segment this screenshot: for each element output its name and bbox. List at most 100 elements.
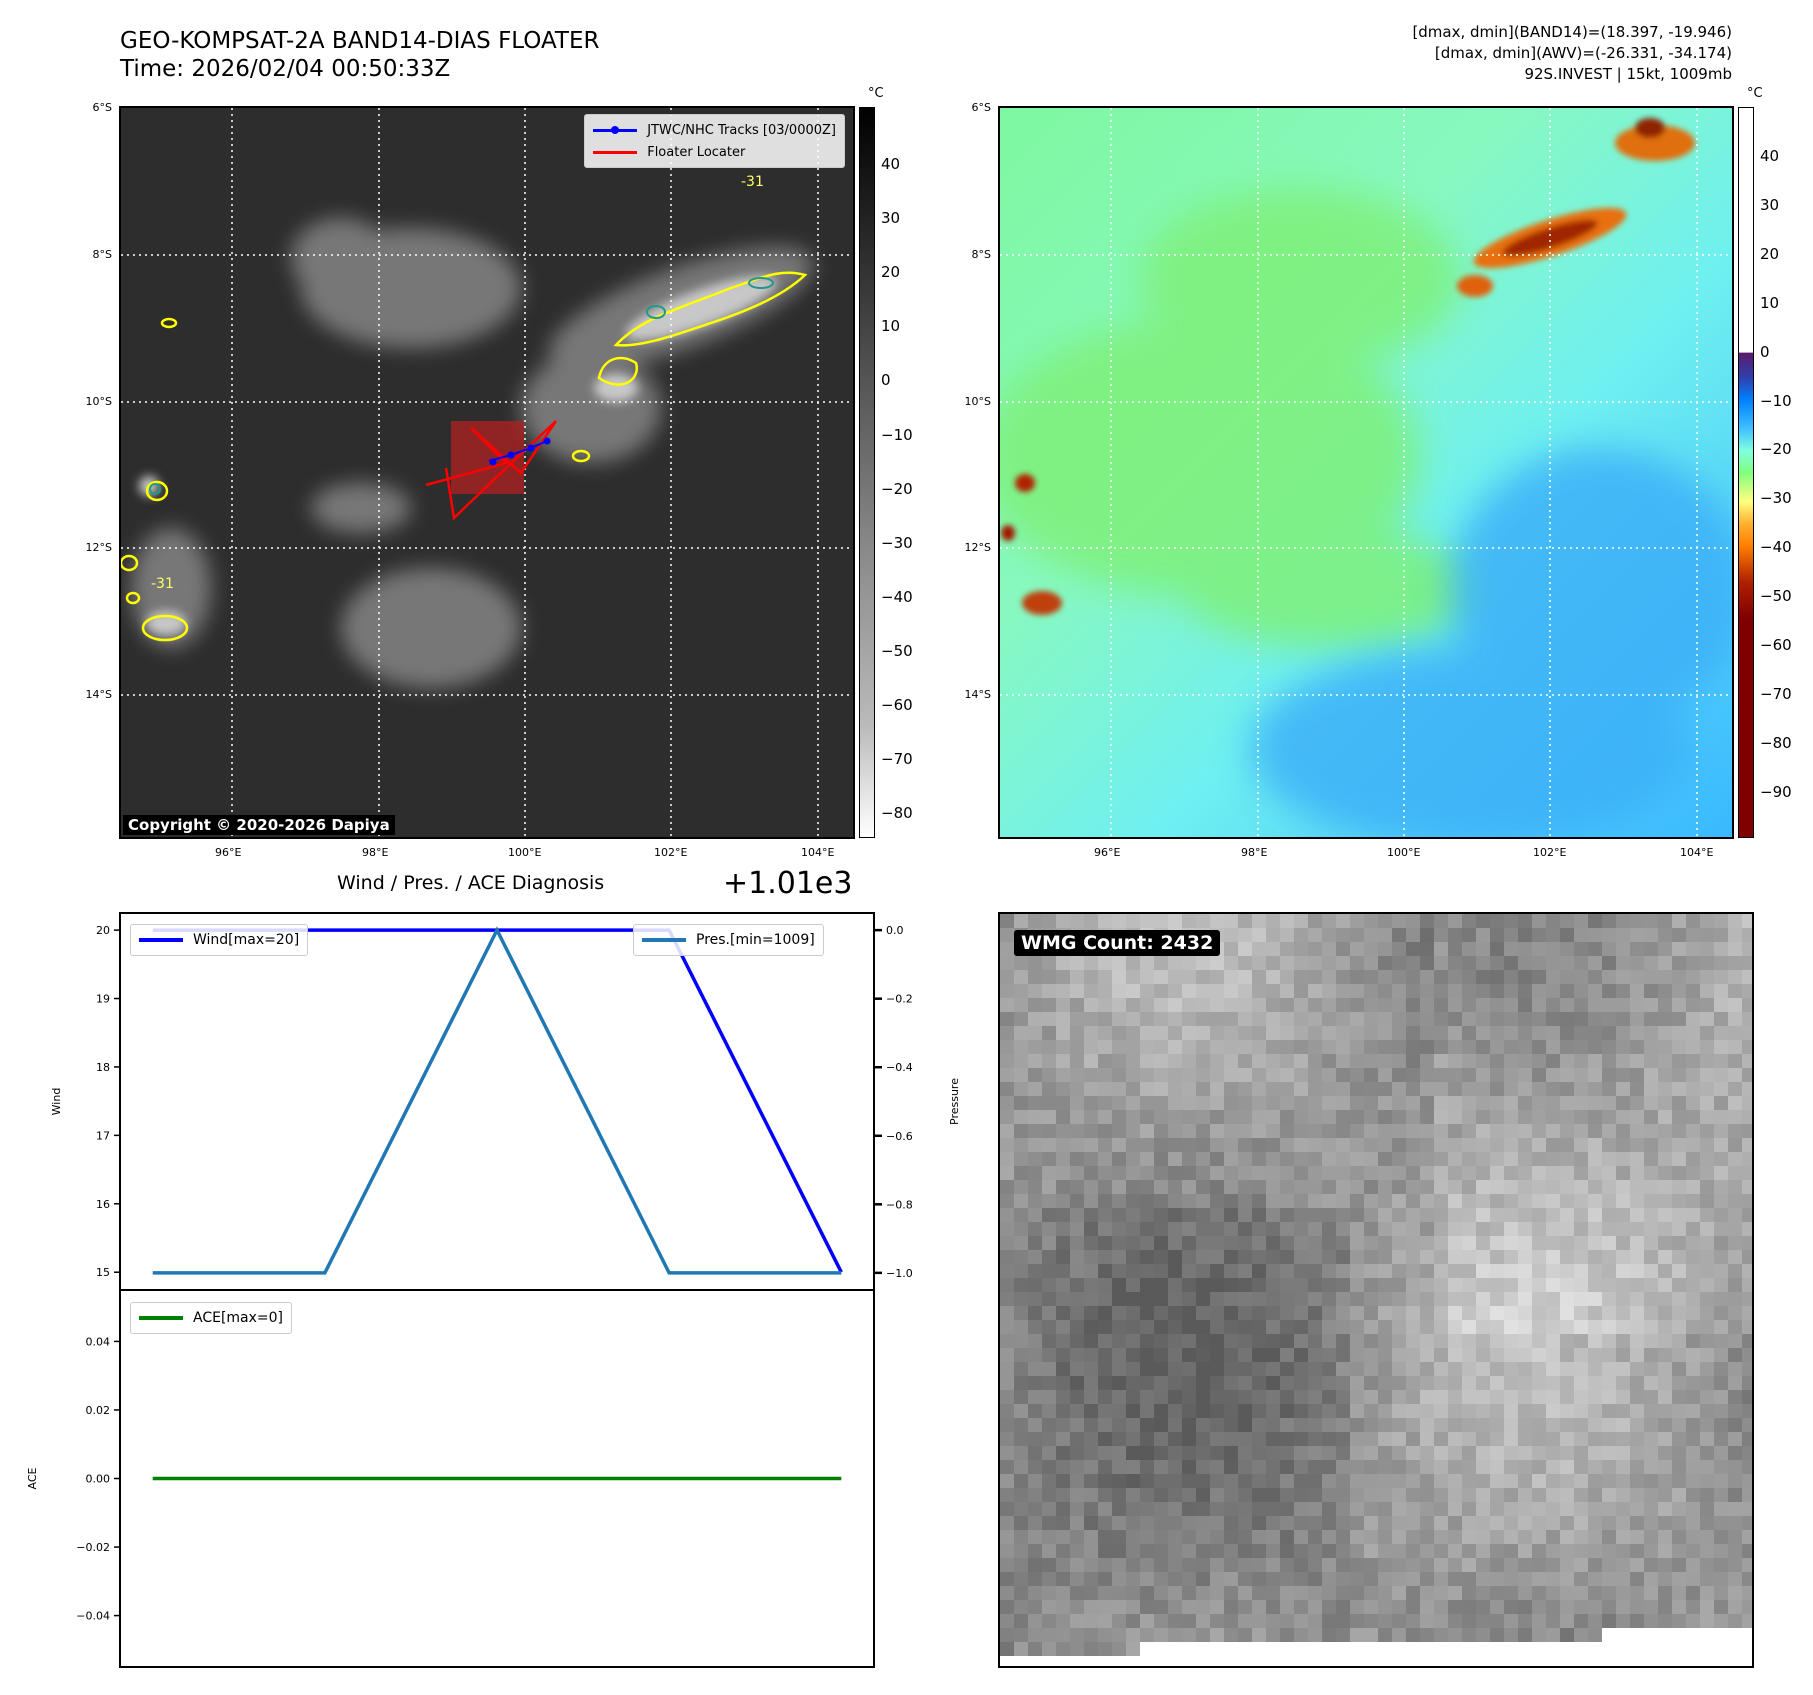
ace-legend-label: ACE[max=0] (193, 1310, 284, 1326)
lat-tick-label: 10°S (964, 395, 991, 408)
ace-legend-icon (139, 1316, 183, 1320)
y-tick-label: 0.00 (86, 1473, 111, 1486)
contour-label: -31 (151, 576, 174, 592)
map-legend: JTWC/NHC Tracks [03/0000Z] Floater Locat… (584, 114, 845, 168)
lat-tick-label: 8°S (971, 248, 991, 261)
track-points (489, 437, 551, 466)
series-line-pres (152, 926, 842, 1275)
lon-tick-label: 102°E (1533, 846, 1567, 859)
y-tick-label: 0.02 (86, 1404, 111, 1417)
lon-tick-label: 100°E (1387, 846, 1421, 859)
lat-tick-label: 6°S (971, 101, 991, 114)
plot-frame (119, 912, 875, 1291)
legend-floater: Floater Locater (647, 144, 746, 160)
info-awv: [dmax, dmin](AWV)=(-26.331, -34.174) (1434, 44, 1732, 62)
colorbar-tick-label: −70 (1760, 684, 1792, 703)
colorbar-tick-label: 10 (1760, 293, 1780, 312)
figure-time: Time: 2026/02/04 00:50:33Z (120, 56, 451, 82)
contour-label: -31 (741, 174, 764, 190)
colorbar-tick-label: 20 (1760, 244, 1780, 263)
lon-tick-label: 104°E (1680, 846, 1714, 859)
wmg-imagery (1000, 914, 1752, 1656)
colorbar-tick-label: −20 (881, 479, 913, 498)
track-line (488, 440, 548, 462)
y-tick-label: 0.04 (86, 1335, 111, 1348)
y-tick-label: 16 (96, 1198, 110, 1211)
y-axis-label: Wind (50, 1088, 63, 1116)
band14-map[interactable]: -31 -31 JTWC/NHC Tracks [03/0000Z] Float… (119, 106, 855, 839)
awv-map[interactable] (998, 106, 1734, 839)
colorbar-tick-label: 40 (881, 155, 901, 173)
figure-title: GEO-KOMPSAT-2A BAND14-DIAS FLOATER (120, 28, 600, 54)
wmg-count: WMG Count: 2432 (1014, 930, 1221, 956)
chart-title: Wind / Pres. / ACE Diagnosis (337, 872, 605, 894)
colorbar-tick-label: 10 (881, 317, 901, 336)
colorbar-tick-label: −60 (1760, 636, 1792, 654)
pressure-legend: Pres.[min=1009] (633, 924, 824, 956)
colorbar-tick-label: −10 (1760, 391, 1792, 410)
y-right-tick-label: 0.0 (886, 924, 904, 937)
colorbar-tick-label: −50 (1760, 587, 1792, 606)
wind-legend-label: Wind[max=20] (193, 932, 300, 948)
ace-legend: ACE[max=0] (130, 1302, 293, 1334)
colorbar-tick-label: −30 (881, 533, 913, 552)
pressure-offset-label: +1.01e3 (723, 866, 853, 901)
info-storm: 92S.INVEST | 15kt, 1009mb (1524, 65, 1732, 83)
band14-colorbar (859, 107, 875, 838)
lat-tick-label: 14°S (85, 688, 112, 701)
y-right-tick-label: −1.0 (886, 1267, 913, 1280)
pressure-legend-icon (642, 938, 686, 942)
y-tick-label: −0.04 (76, 1610, 110, 1623)
colorbar-tick-label: −80 (1760, 733, 1792, 752)
y-axis-label: ACE (26, 1467, 39, 1489)
lon-tick-label: 96°E (215, 846, 242, 859)
lon-tick-label: 100°E (508, 846, 542, 859)
diagnosis-chart: 15 16 17 18 19 20 Wind −1.0 −0.8 −0.6 −0.4 −0.2 0.0 P… (26, 912, 961, 1668)
wind-legend-icon (139, 938, 183, 942)
colorbar-tick-label: −80 (881, 804, 913, 823)
y-tick-label: 18 (96, 1061, 110, 1074)
colorbar-tick-label: 40 (1760, 147, 1780, 165)
lon-tick-label: 96°E (1094, 846, 1121, 859)
y-right-tick-label: −0.8 (886, 1198, 913, 1211)
lat-tick-label: 12°S (85, 541, 112, 554)
colorbar-tick-label: −10 (881, 425, 913, 444)
colorbar-tick-label: −90 (1760, 782, 1792, 801)
y-right-tick-label: −0.4 (886, 1061, 913, 1074)
colorbar-tick-label: 20 (881, 263, 901, 282)
lat-tick-label: 6°S (92, 101, 112, 114)
colorbar-tick-label: −70 (881, 750, 913, 769)
y-tick-label: 15 (96, 1266, 110, 1279)
colorbar-tick-label: −20 (1760, 440, 1792, 459)
graticule (121, 108, 853, 837)
lat-tick-label: 10°S (85, 395, 112, 408)
wmg-panel: WMG Count: 2432 (998, 912, 1754, 1668)
lat-tick-label: 8°S (92, 248, 112, 261)
y-tick-label: 20 (96, 924, 110, 937)
lon-tick-label: 98°E (362, 846, 389, 859)
y-right-tick-label: −0.2 (886, 993, 913, 1006)
colorbar-tick-label: 0 (881, 371, 891, 390)
colorbar-tick-label: −50 (881, 641, 913, 660)
colorbar-tick-label: 30 (881, 209, 901, 228)
lon-tick-label: 104°E (801, 846, 835, 859)
graticule (1000, 108, 1732, 837)
lon-tick-label: 98°E (1241, 846, 1268, 859)
wind-legend: Wind[max=20] (130, 924, 309, 956)
colorbar-unit: °C (868, 86, 884, 101)
y-tick-label: 17 (96, 1129, 110, 1142)
series-line-wind (152, 928, 843, 1273)
pressure-legend-label: Pres.[min=1009] (696, 932, 815, 948)
band14-imagery: -31 -31 (121, 108, 853, 837)
colorbar-tick-label: −40 (881, 587, 913, 606)
colorbar-tick-label: −60 (881, 696, 913, 714)
lat-tick-label: 14°S (964, 688, 991, 701)
awv-colorbar (1738, 107, 1754, 838)
floater-legend-icon (593, 150, 638, 154)
lat-tick-label: 12°S (964, 541, 991, 554)
y-right-axis-label: Pressure (948, 1078, 961, 1125)
lon-tick-label: 102°E (654, 846, 688, 859)
awv-imagery (1000, 108, 1732, 837)
track-legend-icon (593, 125, 638, 134)
